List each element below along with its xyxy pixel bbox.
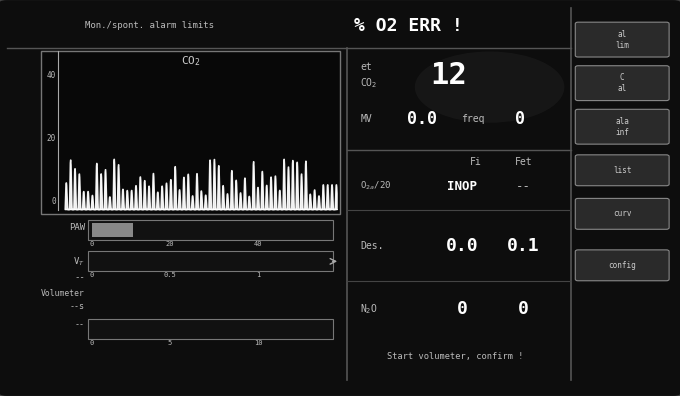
Text: --: -- xyxy=(516,180,531,192)
Text: V$_T$: V$_T$ xyxy=(73,255,85,268)
Text: --: -- xyxy=(75,320,85,329)
Text: 0: 0 xyxy=(51,198,56,206)
Text: al
lim: al lim xyxy=(615,30,629,50)
Text: 0: 0 xyxy=(90,339,94,346)
Text: 0: 0 xyxy=(515,110,525,128)
Text: list: list xyxy=(613,166,632,175)
Text: Fi: Fi xyxy=(470,157,482,168)
Text: 0.0: 0.0 xyxy=(446,236,479,255)
Bar xyxy=(88,319,333,339)
Text: INOP: INOP xyxy=(447,180,477,192)
Text: freq: freq xyxy=(461,114,484,124)
Text: 1: 1 xyxy=(256,272,260,278)
Text: 5: 5 xyxy=(168,339,172,346)
Text: C
al: C al xyxy=(617,73,627,93)
FancyBboxPatch shape xyxy=(575,250,669,281)
Text: 12: 12 xyxy=(430,61,467,90)
Text: N$_2$O: N$_2$O xyxy=(360,302,378,316)
FancyBboxPatch shape xyxy=(575,155,669,186)
Text: et: et xyxy=(360,62,372,72)
Text: Des.: Des. xyxy=(360,240,384,251)
Text: --s: --s xyxy=(70,303,85,311)
Text: 0: 0 xyxy=(518,300,529,318)
Text: 20: 20 xyxy=(46,134,56,143)
Bar xyxy=(88,220,333,240)
Text: 0.0: 0.0 xyxy=(407,110,437,128)
Text: 0: 0 xyxy=(90,272,94,278)
Text: CO$_2$: CO$_2$ xyxy=(360,76,378,90)
Text: 0: 0 xyxy=(90,240,94,247)
Text: 20: 20 xyxy=(166,240,174,247)
Text: % O2 ERR !: % O2 ERR ! xyxy=(354,17,462,35)
Bar xyxy=(41,51,340,214)
Text: curv: curv xyxy=(613,209,632,218)
Text: O$_{2a}$/20: O$_{2a}$/20 xyxy=(360,180,392,192)
Bar xyxy=(92,223,133,237)
Text: CO$_2$: CO$_2$ xyxy=(181,55,200,68)
Text: Fet: Fet xyxy=(515,157,532,168)
Text: Mon./spont. alarm limits: Mon./spont. alarm limits xyxy=(85,21,214,30)
Text: ala
inf: ala inf xyxy=(615,117,629,137)
FancyBboxPatch shape xyxy=(575,109,669,144)
Text: 40: 40 xyxy=(46,71,56,80)
Text: PAW: PAW xyxy=(69,223,85,232)
Text: Start volumeter, confirm !: Start volumeter, confirm ! xyxy=(388,352,524,361)
Bar xyxy=(88,251,333,271)
FancyBboxPatch shape xyxy=(575,22,669,57)
Text: MV: MV xyxy=(360,114,372,124)
Text: config: config xyxy=(609,261,636,270)
FancyBboxPatch shape xyxy=(575,198,669,229)
Text: 10: 10 xyxy=(254,339,262,346)
Text: 40: 40 xyxy=(254,240,262,247)
FancyBboxPatch shape xyxy=(575,66,669,101)
Text: --: -- xyxy=(74,273,85,282)
Text: 0.1: 0.1 xyxy=(507,236,540,255)
Text: 0: 0 xyxy=(457,300,468,318)
Text: Volumeter: Volumeter xyxy=(41,289,85,297)
Text: 0.5: 0.5 xyxy=(164,272,176,278)
